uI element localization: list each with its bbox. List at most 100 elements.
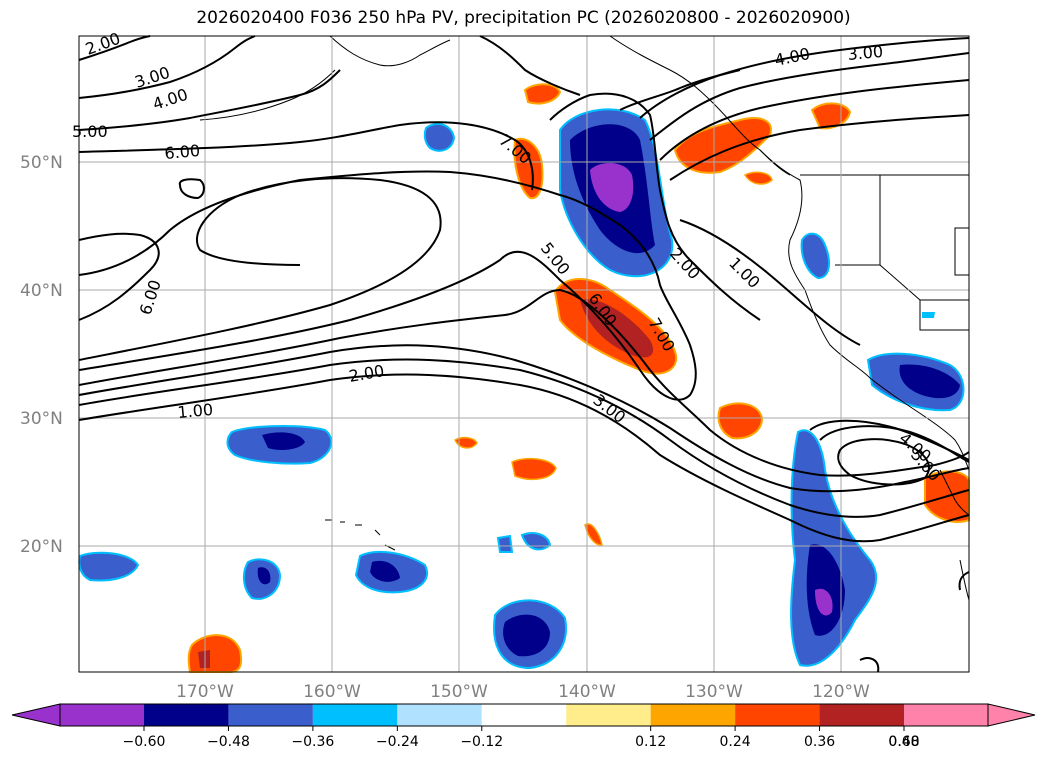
precip-min-core xyxy=(815,588,833,616)
precip-positive-area xyxy=(584,523,603,546)
lat-label-30N: 30°N xyxy=(20,409,63,429)
pv-contour xyxy=(78,121,534,191)
colorbar-segment xyxy=(904,704,988,726)
pv-contours xyxy=(78,35,970,673)
pv-contour xyxy=(78,288,970,477)
contour-label: 6.00 xyxy=(164,141,201,163)
pv-contour xyxy=(479,35,581,96)
hawaii-islands xyxy=(325,519,396,551)
colorbar: −0.60 −0.48 −0.36 −0.24 −0.12 0.12 0.24 0.36 0.4… xyxy=(11,703,1036,750)
precip-shading xyxy=(78,83,970,673)
lon-label-170W: 170°W xyxy=(176,682,234,702)
lat-label-40N: 40°N xyxy=(20,281,63,301)
precip-negative-area xyxy=(78,551,140,582)
precip-positive-area xyxy=(454,436,478,449)
colorbar-segment xyxy=(397,704,482,726)
contour-labels: 2.00 3.00 4.00 5.00 6.00 6.00 7.00 5.00 … xyxy=(72,29,944,485)
baja-coast xyxy=(939,469,970,516)
vancouver-island xyxy=(759,149,791,176)
political-borders xyxy=(800,174,970,331)
colorbar-segment xyxy=(819,704,904,726)
colorbar-ticks: −0.60 −0.48 −0.36 −0.24 −0.12 0.12 0.24 0.36 0.4… xyxy=(123,726,920,750)
precip-negative-core xyxy=(262,432,305,450)
pv-contour xyxy=(178,178,205,200)
precip-negative-area xyxy=(496,534,514,553)
precip-negative-area xyxy=(800,232,831,280)
pv-contour xyxy=(859,657,880,673)
colorbar-frame xyxy=(59,703,989,727)
pv-contour xyxy=(669,114,970,181)
colorbar-tick-label: 0.12 xyxy=(635,734,666,750)
precip-positive-area xyxy=(523,83,562,105)
colorbar-tick-label: 0.36 xyxy=(804,734,835,750)
lat-label-20N: 20°N xyxy=(20,537,63,557)
colorbar-segment xyxy=(144,704,229,726)
precip-positive-area xyxy=(717,402,764,440)
colorbar-tick-label: −0.60 xyxy=(123,734,166,750)
map-title: 2026020400 F036 250 hPa PV, precipitatio… xyxy=(196,8,851,28)
lon-label-140W: 140°W xyxy=(558,682,616,702)
precip-positive-area xyxy=(673,117,772,174)
plot-frame xyxy=(78,35,970,673)
state-border-ca-nv xyxy=(835,264,969,301)
pv-contour xyxy=(649,52,970,141)
colorbar-segment xyxy=(650,704,736,726)
pv-contour xyxy=(78,344,970,493)
longitude-labels: 170°W 160°W 150°W 140°W 130°W 120°W xyxy=(176,682,870,702)
colorbar-tick-label: −0.12 xyxy=(460,734,503,750)
colorbar-segment xyxy=(312,704,398,726)
pv-contour xyxy=(837,438,930,486)
colorbar-extend-max xyxy=(987,703,1036,727)
pv-contour xyxy=(819,425,970,463)
precip-min-core xyxy=(590,163,634,212)
latitude-labels: 50°N 40°N 30°N 20°N xyxy=(20,153,63,557)
colorbar-segment xyxy=(735,704,820,726)
colorbar-segments xyxy=(60,704,988,726)
alaska-coast xyxy=(199,69,336,121)
colorbar-segment xyxy=(60,704,144,726)
gridlines xyxy=(79,36,969,672)
pv-contour xyxy=(78,358,970,518)
colorbar-segment xyxy=(481,704,567,726)
pv-contour xyxy=(78,35,256,99)
pv-contour xyxy=(78,232,160,321)
colorbar-segment xyxy=(228,704,313,726)
pv-contour xyxy=(78,177,442,361)
precip-negative-core xyxy=(503,614,550,657)
lon-label-130W: 130°W xyxy=(685,682,743,702)
lon-label-150W: 150°W xyxy=(430,682,488,702)
contour-label: 5.00 xyxy=(72,122,108,141)
precip-positive-core xyxy=(198,650,210,668)
pv-contour xyxy=(679,219,861,346)
mexico-coast xyxy=(959,559,970,601)
lat-label-50N: 50°N xyxy=(20,153,63,173)
colorbar-tick-label: −0.36 xyxy=(291,734,334,750)
state-border-nv-az xyxy=(919,300,969,331)
precip-positive-area xyxy=(187,634,243,673)
colorbar-tick-label: 0.48 xyxy=(888,734,919,750)
colorbar-tick-label: 0.60 xyxy=(888,734,919,750)
colorbar-segment xyxy=(566,704,651,726)
precip-negative-core xyxy=(806,544,845,636)
pv-contour xyxy=(639,37,970,119)
lon-label-120W: 120°W xyxy=(812,682,870,702)
pv-contour xyxy=(78,35,151,61)
precip-negative-area xyxy=(922,312,935,318)
contour-label: 1.00 xyxy=(177,400,214,422)
precip-negative-core xyxy=(257,567,271,585)
precip-positive-area xyxy=(743,171,773,185)
precip-negative-core xyxy=(899,364,960,399)
colorbar-tick-label: 0.24 xyxy=(720,734,751,750)
precip-negative-core xyxy=(370,560,400,582)
pv-contour xyxy=(659,79,970,161)
lon-label-160W: 160°W xyxy=(303,682,361,702)
pv-contour xyxy=(958,571,970,591)
pv-contour xyxy=(78,373,970,543)
colorbar-extend-min xyxy=(11,703,61,727)
pv-contour xyxy=(78,69,341,131)
aleutian-islands xyxy=(329,35,451,67)
precip-positive-area xyxy=(511,457,557,481)
precip-negative-area xyxy=(423,122,456,152)
colorbar-tick-label: −0.24 xyxy=(376,734,419,750)
